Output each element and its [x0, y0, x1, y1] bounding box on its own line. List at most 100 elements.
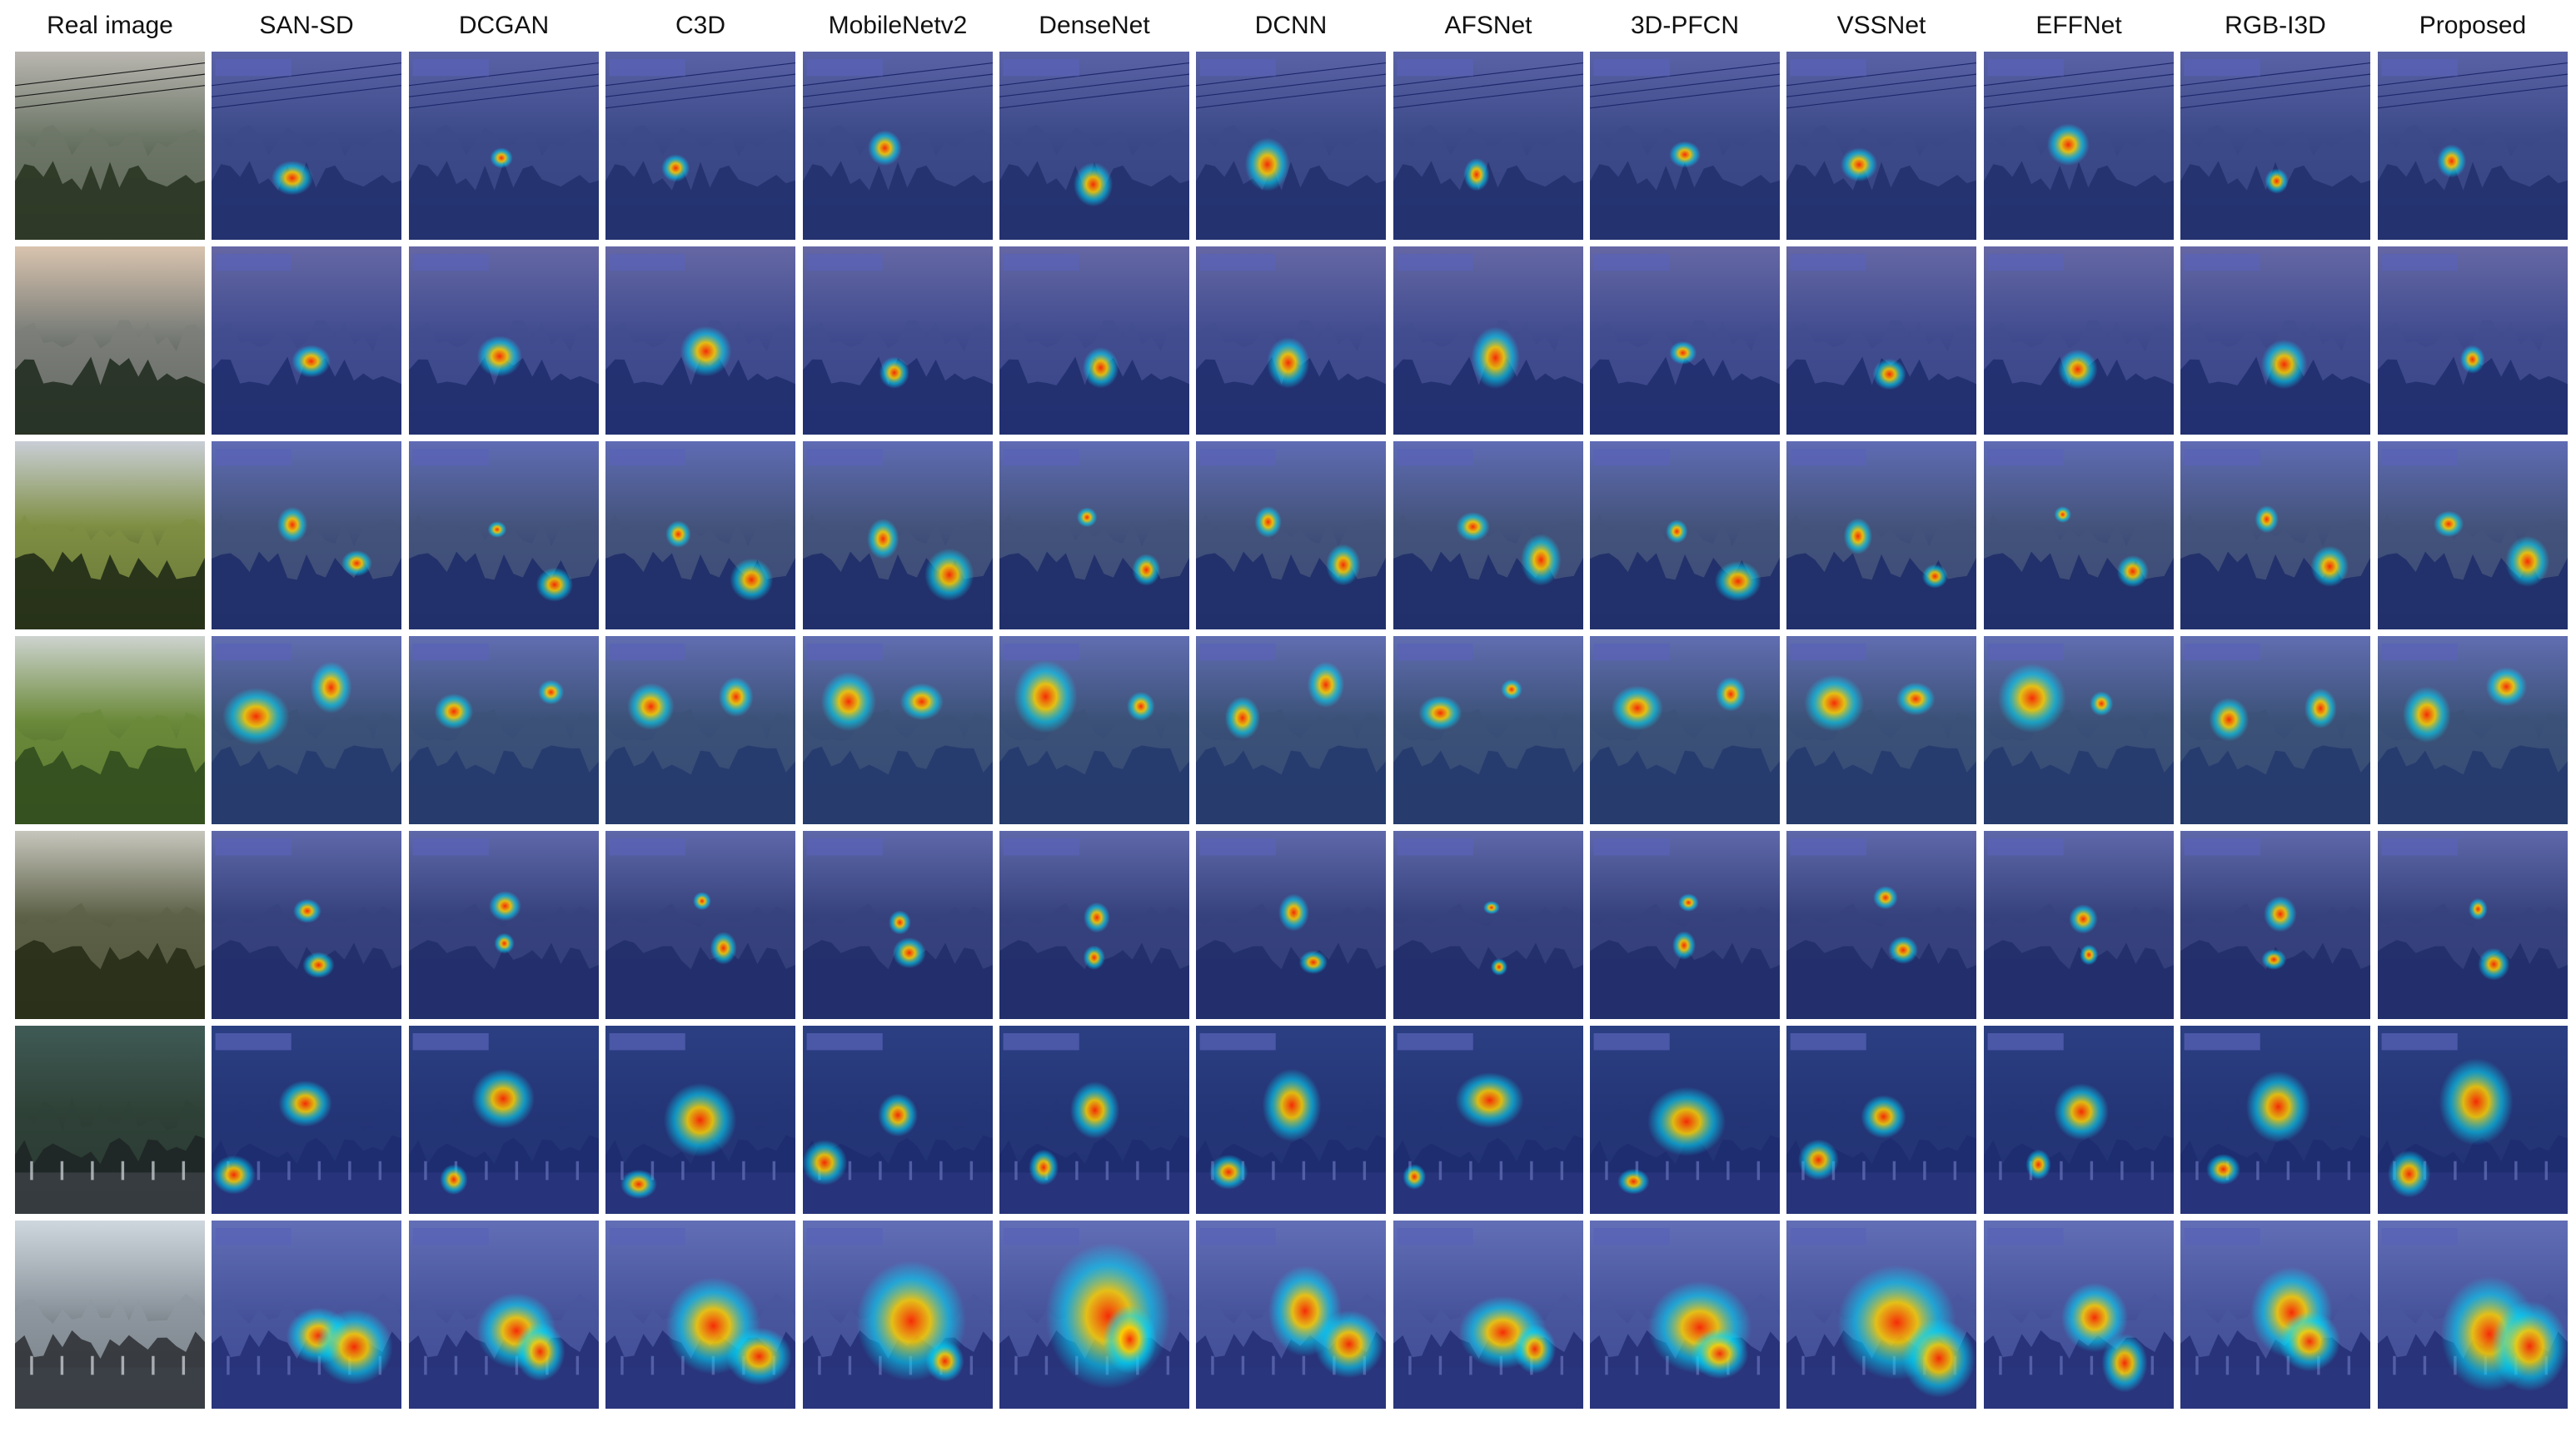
activation-hotspot — [1841, 147, 1878, 182]
label-box — [609, 1228, 685, 1246]
heatmap-base-overlay — [409, 831, 599, 1019]
label-box — [215, 1228, 291, 1246]
label-box — [1003, 449, 1079, 466]
heatmap-base-overlay — [1196, 52, 1386, 240]
activation-hotspot — [2437, 144, 2467, 178]
activation-hotspot — [1691, 1328, 1749, 1380]
activation-hotspot — [1669, 141, 1701, 168]
activation-hotspot — [2209, 698, 2250, 742]
heatmap-tile — [1590, 831, 1780, 1019]
activation-hotspot — [1501, 679, 1522, 700]
activation-hotspot — [620, 1169, 657, 1200]
activation-hotspot — [664, 1083, 737, 1157]
activation-hotspot — [726, 1327, 792, 1385]
label-box — [1003, 59, 1079, 77]
label-box — [2184, 254, 2260, 271]
column-header-row: Real image SAN-SD DCGAN C3D MobileNetv2 Dense… — [0, 0, 2576, 52]
label-box — [2381, 1033, 2458, 1051]
heatmap-tile — [803, 1026, 993, 1214]
heatmap-tile — [2378, 1221, 2568, 1409]
activation-hotspot — [925, 1340, 964, 1382]
label-box — [2184, 838, 2260, 856]
label-box — [1790, 1228, 1866, 1246]
activation-hotspot — [2485, 667, 2528, 707]
heatmap-base-overlay — [409, 52, 599, 240]
heatmap-tile — [1984, 636, 2174, 824]
activation-hotspot — [490, 147, 513, 169]
industrial-structure — [15, 1367, 205, 1409]
label-box — [609, 838, 685, 856]
activation-hotspot — [878, 1093, 918, 1137]
heatmap-base-overlay — [2180, 441, 2370, 629]
activation-hotspot — [1463, 157, 1490, 191]
activation-hotspot — [1902, 1319, 1976, 1398]
activation-hotspot — [2279, 1311, 2340, 1372]
activation-hotspot — [1073, 162, 1114, 207]
activation-hotspot — [2025, 1149, 2051, 1181]
label-box — [1987, 59, 2064, 77]
activation-hotspot — [271, 161, 313, 196]
heatmap-base-overlay — [2180, 636, 2370, 824]
activation-hotspot — [494, 932, 515, 954]
activation-hotspot — [1267, 337, 1310, 389]
heatmap-base-overlay — [212, 441, 401, 629]
heatmap-tile — [999, 636, 1189, 824]
activation-hotspot — [2206, 1153, 2241, 1186]
activation-hotspot — [291, 345, 331, 378]
structure-post — [182, 1355, 186, 1375]
heatmap-tile — [1984, 1026, 2174, 1214]
activation-hotspot — [1872, 358, 1906, 390]
heatmap-base-overlay — [1393, 831, 1583, 1019]
activation-hotspot — [1896, 682, 1936, 716]
heatmap-tile — [409, 246, 599, 435]
heatmap-tile — [605, 636, 795, 824]
activation-hotspot — [434, 693, 474, 730]
label-box — [806, 59, 883, 77]
column-label-2: DCGAN — [458, 12, 550, 39]
label-box — [609, 1033, 685, 1051]
heatmap-base-overlay — [1590, 246, 1780, 435]
label-box — [1397, 1228, 1473, 1246]
label-box — [609, 449, 685, 466]
heatmap-base-overlay — [1590, 831, 1780, 1019]
activation-hotspot — [2310, 545, 2349, 587]
label-box — [1987, 644, 2064, 661]
structure-post — [30, 1161, 33, 1181]
activation-hotspot — [487, 521, 507, 538]
activation-hotspot — [1224, 696, 1261, 740]
activation-hotspot — [718, 677, 754, 718]
heatmap-base-overlay — [1984, 246, 2174, 435]
foreground-shape — [15, 940, 205, 1019]
heatmap-tile — [1393, 246, 1583, 435]
heatmap-base-overlay — [999, 246, 1189, 435]
activation-hotspot — [1132, 554, 1161, 586]
heatmap-tile — [1393, 1026, 1583, 1214]
label-box — [806, 1228, 883, 1246]
real-image-tile — [15, 1026, 205, 1214]
label-box — [1593, 644, 1670, 661]
activation-hotspot — [2080, 944, 2099, 966]
activation-hotspot — [693, 892, 711, 911]
activation-hotspot — [1418, 695, 1462, 731]
heatmap-base-overlay — [605, 52, 795, 240]
activation-hotspot — [1921, 564, 1948, 589]
heatmap-base-overlay — [2378, 831, 2568, 1019]
heatmap-tile — [2378, 52, 2568, 240]
label-box — [609, 59, 685, 77]
label-box — [412, 59, 489, 77]
label-box — [412, 644, 489, 661]
label-box — [1199, 1033, 1276, 1051]
label-box — [2381, 449, 2458, 466]
activation-hotspot — [1014, 659, 1078, 733]
foreground-shape — [15, 161, 205, 240]
label-box — [1199, 59, 1276, 77]
label-box — [1397, 644, 1473, 661]
activation-hotspot — [889, 910, 911, 935]
activation-hotspot — [1254, 505, 1282, 539]
activation-hotspot — [1403, 1164, 1427, 1190]
heatmap-base-overlay — [2378, 441, 2568, 629]
heatmap-tile — [212, 1221, 401, 1409]
heatmap-tile — [212, 441, 401, 629]
activation-hotspot — [1244, 137, 1290, 191]
label-box — [215, 59, 291, 77]
